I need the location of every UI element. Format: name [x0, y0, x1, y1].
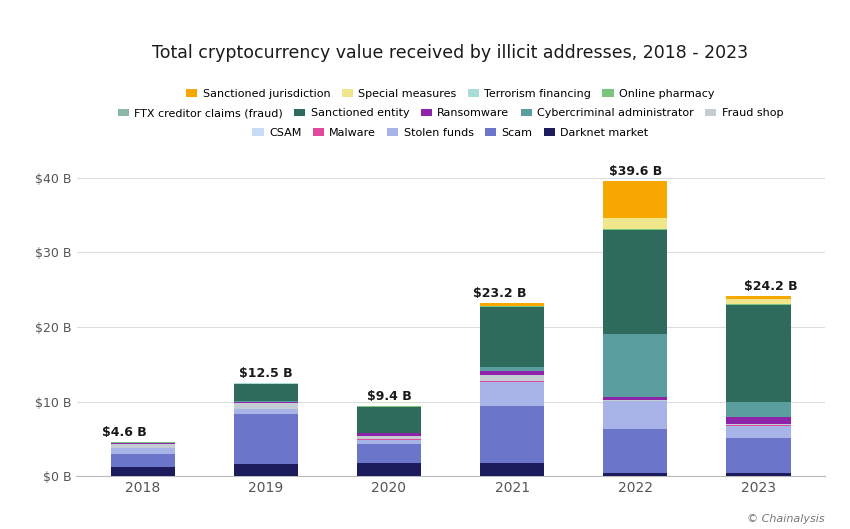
Bar — [727, 426, 790, 439]
Bar — [727, 305, 790, 402]
Bar — [604, 181, 667, 218]
Bar — [234, 403, 298, 409]
Bar — [234, 402, 298, 403]
Bar — [110, 468, 174, 476]
Bar — [357, 407, 421, 433]
Bar — [234, 464, 298, 476]
Bar — [480, 406, 544, 463]
Bar — [727, 417, 790, 424]
Bar — [480, 382, 544, 406]
Text: © Chainalysis: © Chainalysis — [747, 514, 824, 524]
Text: $39.6 B: $39.6 B — [609, 165, 662, 178]
Bar — [357, 463, 421, 476]
Bar — [604, 218, 667, 229]
Legend: CSAM, Malware, Stolen funds, Scam, Darknet market: CSAM, Malware, Stolen funds, Scam, Darkn… — [248, 123, 653, 142]
Bar — [357, 433, 421, 436]
Bar — [480, 303, 544, 306]
Bar — [604, 401, 667, 430]
Bar — [727, 424, 790, 425]
Bar — [110, 443, 174, 448]
Title: Total cryptocurrency value received by illicit addresses, 2018 - 2023: Total cryptocurrency value received by i… — [152, 44, 749, 62]
Bar — [480, 307, 544, 367]
Text: $4.6 B: $4.6 B — [102, 426, 146, 439]
Bar — [604, 400, 667, 401]
Bar — [357, 436, 421, 439]
Bar — [604, 397, 667, 400]
Bar — [357, 440, 421, 443]
Bar — [604, 430, 667, 473]
Bar — [357, 443, 421, 463]
Bar — [727, 473, 790, 476]
Bar — [480, 375, 544, 381]
Bar — [604, 334, 667, 397]
Bar — [234, 383, 298, 384]
Bar — [110, 454, 174, 468]
Text: $24.2 B: $24.2 B — [744, 280, 797, 293]
Bar — [234, 409, 298, 414]
Bar — [604, 473, 667, 476]
Bar — [604, 230, 667, 334]
Bar — [234, 414, 298, 464]
Text: $12.5 B: $12.5 B — [239, 367, 292, 380]
Bar — [727, 439, 790, 473]
Bar — [110, 442, 174, 443]
Text: $9.4 B: $9.4 B — [366, 390, 411, 403]
Bar — [727, 296, 790, 299]
Bar — [727, 402, 790, 417]
Bar — [480, 371, 544, 375]
Bar — [727, 299, 790, 304]
Bar — [234, 384, 298, 401]
Bar — [110, 448, 174, 454]
Bar — [480, 367, 544, 371]
Text: $23.2 B: $23.2 B — [473, 287, 526, 300]
Bar — [480, 463, 544, 476]
